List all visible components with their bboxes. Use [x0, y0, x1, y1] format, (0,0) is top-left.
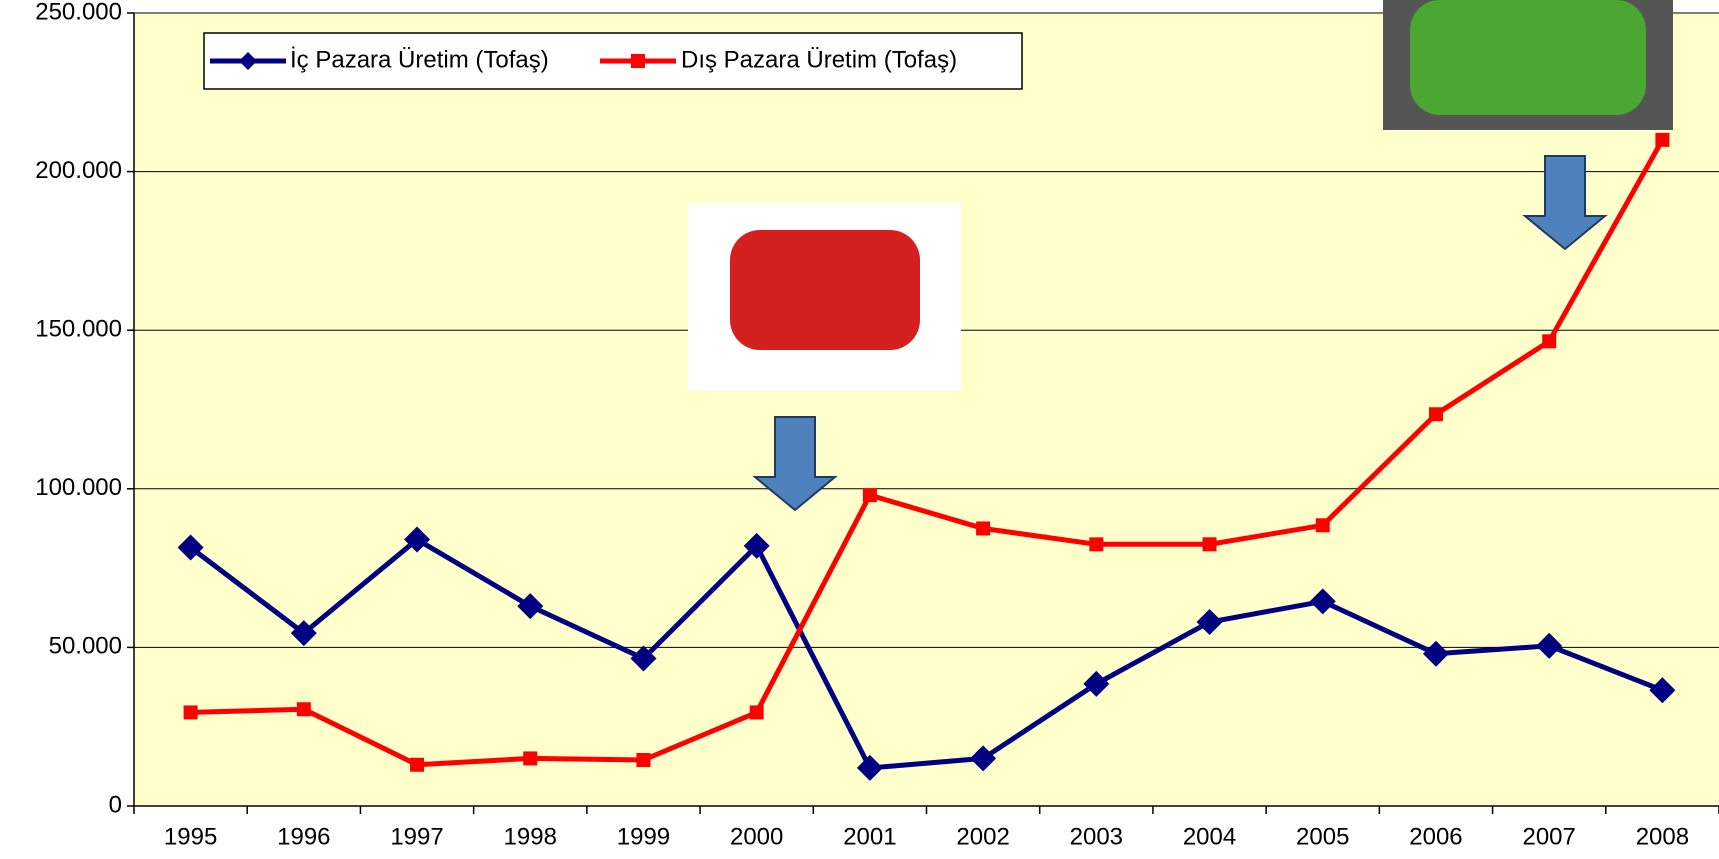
marker: [523, 751, 538, 766]
y-tick-label: 200.000: [35, 157, 122, 184]
legend: İç Pazara Üretim (Tofaş) Dış Pazara Üret…: [203, 32, 1023, 90]
marker: [749, 705, 764, 720]
x-tick-label: 1997: [390, 823, 443, 850]
series-line: [189, 537, 1664, 771]
x-tick-label: 1998: [504, 823, 557, 850]
x-tick-label: 2005: [1296, 823, 1349, 850]
marker: [1309, 588, 1336, 615]
marker: [970, 745, 997, 772]
x-tick-label: 2003: [1070, 823, 1123, 850]
marker: [1649, 677, 1676, 704]
marker: [1083, 670, 1110, 697]
arrow: [1522, 155, 1608, 251]
arrow: [752, 416, 838, 512]
marker: [290, 620, 317, 647]
x-tick-label: 1999: [617, 823, 670, 850]
marker: [1542, 334, 1557, 349]
marker: [862, 488, 877, 503]
x-tick-label: 2007: [1522, 823, 1575, 850]
marker: [1315, 518, 1330, 533]
car-shape: [730, 230, 920, 350]
marker: [177, 534, 204, 561]
marker: [296, 702, 311, 717]
marker: [1089, 537, 1104, 552]
x-tick-label: 2001: [843, 823, 896, 850]
legend-label: Dış Pazara Üretim (Tofaş): [681, 46, 957, 73]
x-tick-label: 2000: [730, 823, 783, 850]
legend-label: İç Pazara Üretim (Tofaş): [290, 46, 549, 73]
marker: [1196, 609, 1223, 636]
marker: [410, 757, 425, 772]
marker: [1428, 407, 1443, 422]
x-tick-label: 2008: [1636, 823, 1689, 850]
y-tick-label: 250.000: [35, 0, 122, 25]
marker: [630, 645, 657, 672]
marker: [1202, 537, 1217, 552]
x-tick-label: 1996: [277, 823, 330, 850]
marker: [976, 521, 991, 536]
legend-marker: [239, 52, 257, 70]
y-tick-label: 150.000: [35, 316, 122, 343]
plot-area: [134, 13, 1719, 806]
marker: [1536, 632, 1563, 659]
marker: [743, 532, 770, 559]
y-tick-label: 0: [109, 791, 122, 818]
x-tick-label: 1995: [164, 823, 217, 850]
marker: [404, 526, 431, 553]
van-shape: [1410, 0, 1646, 115]
legend-marker: [631, 54, 645, 68]
marker: [517, 593, 544, 620]
marker: [1422, 640, 1449, 667]
x-tick-label: 2004: [1183, 823, 1236, 850]
y-tick-label: 50.000: [49, 633, 122, 660]
marker: [636, 753, 651, 768]
marker: [856, 754, 883, 781]
marker: [1655, 132, 1670, 147]
x-tick-label: 2006: [1409, 823, 1462, 850]
marker: [183, 705, 198, 720]
y-tick-label: 100.000: [35, 474, 122, 501]
x-tick-label: 2002: [956, 823, 1009, 850]
series-line: [190, 138, 1665, 768]
